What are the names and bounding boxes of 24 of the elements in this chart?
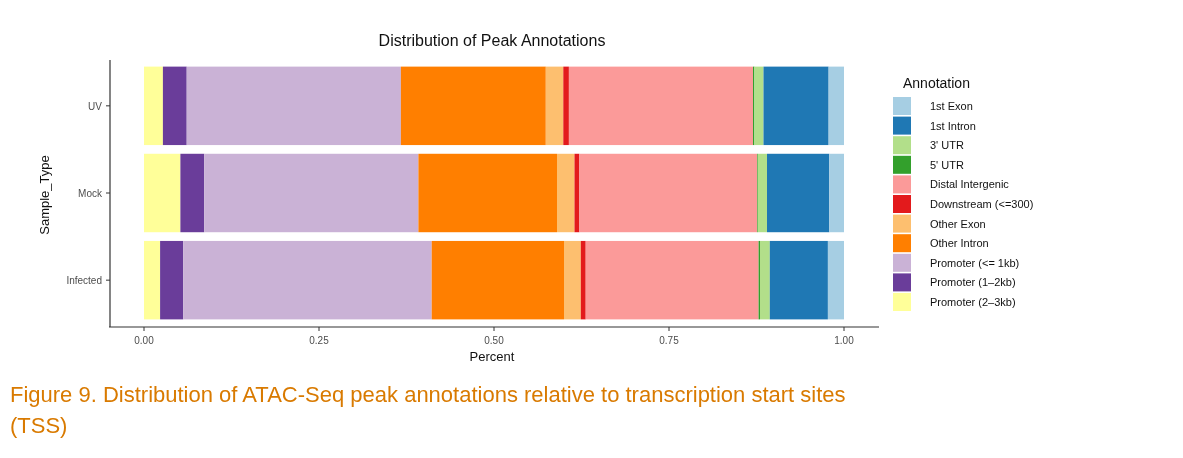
x-tick-label: 0.25 xyxy=(309,335,330,346)
x-tick-label: 1.00 xyxy=(834,335,855,346)
legend-label: 1st Intron xyxy=(930,119,976,132)
y-tick-label: Mock xyxy=(78,188,103,199)
x-axis-title: Percent xyxy=(469,349,515,364)
chart-title: Distribution of Peak Annotations xyxy=(378,32,606,49)
legend-label: Downstream (<=300) xyxy=(930,198,1034,210)
legend-label: Promoter (<= 1kb) xyxy=(930,256,1020,269)
legend-label: 3' UTR xyxy=(930,139,964,152)
legend-label: Distal Intergenic xyxy=(930,178,1010,191)
legend-label: Promoter (1–2kb) xyxy=(930,276,1016,289)
legend-label: Other Exon xyxy=(930,217,986,230)
y-axis-title: Sample_Type xyxy=(37,155,52,235)
y-tick-label: UV xyxy=(88,100,103,112)
legend-label: 5' UTR xyxy=(930,158,964,171)
x-tick-label: 0.75 xyxy=(659,335,680,346)
y-tick-label: Infected xyxy=(66,275,102,287)
x-tick-label: 0.00 xyxy=(134,335,155,346)
legend-label: 1st Exon xyxy=(930,100,973,112)
legend-title: Annotation xyxy=(903,75,970,91)
x-tick-label: 0.50 xyxy=(484,335,505,346)
caption: Figure 9. Distribution of ATAC-Seq peak annotations relative to transcription start sites (TSS) xyxy=(10,382,846,438)
legend-label: Other Intron xyxy=(930,237,989,250)
legend-label: Promoter (2–3kb) xyxy=(930,296,1016,308)
